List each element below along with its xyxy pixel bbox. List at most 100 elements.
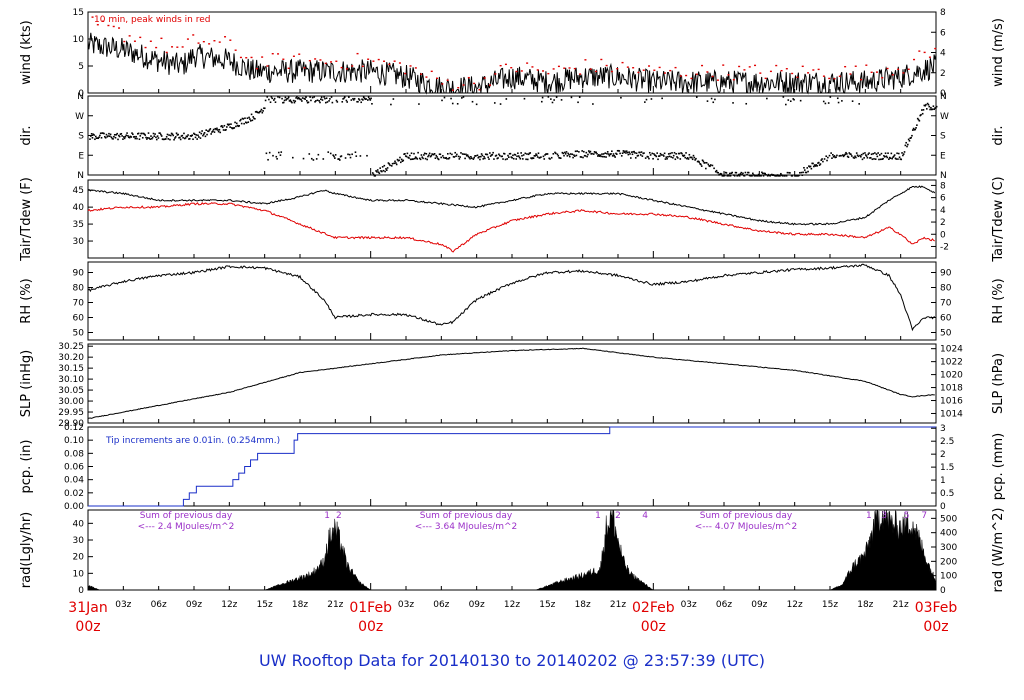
dir-point [719, 172, 722, 175]
dir-point [358, 99, 361, 101]
dir-point [847, 156, 850, 159]
dir-point [366, 154, 368, 157]
dir-point [242, 118, 245, 120]
dir-point [671, 152, 673, 154]
dir-point [377, 171, 380, 173]
dir-point [834, 156, 837, 159]
dir-point [582, 156, 584, 159]
dir-point [822, 100, 825, 103]
dir-point [385, 168, 387, 170]
dir-point [395, 162, 397, 164]
dir-point [856, 154, 859, 156]
dir-point [551, 101, 554, 104]
dir-point [174, 136, 177, 138]
pcp-right-tick-label: 1 [940, 476, 946, 486]
dir-point [283, 99, 286, 102]
rad-ylabel-left: rad(Lgly/hr) [19, 512, 34, 588]
dir-point [766, 97, 768, 100]
dir-point [596, 152, 598, 155]
wind-peak-mark [171, 46, 174, 48]
dir-point [662, 154, 664, 156]
rh-panel-frame [87, 261, 937, 341]
dir-point [353, 97, 356, 100]
dir-point [137, 132, 140, 135]
dir-point [681, 152, 683, 155]
wind-peak-mark [520, 70, 523, 72]
dir-point [169, 134, 172, 137]
dir-point [414, 156, 417, 158]
dir-point [337, 158, 339, 160]
dir-point [362, 96, 365, 99]
dir-point [742, 174, 745, 177]
dir-point [820, 159, 823, 161]
wind-peak-mark [292, 55, 295, 57]
dir-point [303, 97, 306, 100]
dir-point [346, 101, 349, 103]
dir-point [769, 175, 771, 177]
dir-point [489, 152, 491, 154]
dir-point [909, 137, 912, 139]
dir-point [421, 156, 424, 159]
dir-point [143, 133, 146, 135]
dir-point [310, 157, 313, 160]
dir-point [92, 133, 95, 136]
wind-peak-mark [706, 71, 709, 73]
dir-point [376, 169, 379, 171]
dir-point [487, 156, 489, 159]
rad-sum-value: <--- 2.4 MJoules/m^2 [138, 522, 235, 532]
dir-point [619, 152, 621, 155]
wind-peak-mark [446, 79, 449, 81]
dir-point [218, 128, 221, 131]
xdate-label: 02Feb [632, 600, 675, 616]
dir-point [254, 117, 256, 120]
wind-peak-mark [743, 69, 746, 71]
dir-point [371, 102, 373, 105]
dir-point [113, 135, 115, 138]
wind-peak-mark [96, 24, 99, 26]
dir-point [929, 108, 931, 111]
dir-point [184, 137, 187, 139]
dir-point [871, 158, 874, 161]
dir-point [632, 151, 635, 153]
wind-peak-mark [658, 66, 661, 69]
wind-peak-mark [722, 64, 725, 66]
dir-point [503, 153, 506, 155]
dir-point [105, 133, 108, 136]
dir-point [212, 130, 214, 132]
dir-point [741, 173, 743, 176]
dir-point [108, 132, 110, 135]
dir-point [613, 154, 616, 157]
slp-ylabel-left: SLP (inHg) [19, 350, 34, 418]
dir-point [357, 100, 359, 103]
xtick-label: 15z [822, 600, 838, 610]
dir-point [869, 157, 871, 159]
dir-point [695, 96, 698, 98]
dir-point [419, 158, 422, 161]
slp-left-tick-label: 29.95 [58, 408, 84, 418]
dir-point [844, 153, 846, 156]
dir-point [146, 137, 149, 139]
wind-peak-mark [388, 63, 391, 66]
dir-point [751, 175, 753, 177]
dir-point [141, 136, 144, 139]
dir-point [367, 96, 370, 98]
wind-right-tick-label: 0 [940, 89, 946, 99]
dir-point [229, 126, 231, 128]
wind-peak-mark [701, 64, 704, 67]
dir-point [189, 135, 192, 137]
dir-point [557, 155, 560, 157]
dir-point [192, 138, 194, 141]
dir-point [817, 162, 819, 164]
dir-point [771, 174, 774, 176]
dir-point [475, 155, 477, 157]
dir-point [155, 138, 158, 141]
dir-point [675, 153, 677, 155]
dir-point [793, 98, 795, 101]
dir-point [401, 160, 404, 163]
dir-point [284, 96, 287, 99]
dir-point [781, 175, 784, 177]
xtick-label: 06z [151, 600, 167, 610]
wind-peak-mark [436, 77, 439, 80]
dir-point [504, 158, 507, 161]
dir-point [556, 153, 559, 156]
